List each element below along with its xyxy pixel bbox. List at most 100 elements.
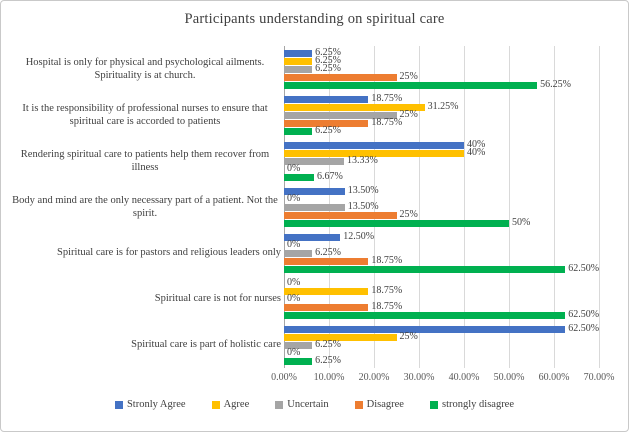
category-cell: Spiritual care is not for nurses (9, 276, 281, 322)
category-band: 0% 18.75% 0% 18.75% 62.50% (284, 276, 599, 322)
bar (284, 57, 313, 65)
category-cell: Spiritual care is part of holistic care (9, 322, 281, 368)
bar (284, 65, 313, 73)
bar-row: 6.25% (284, 248, 599, 258)
bar-row: 25% (284, 72, 599, 82)
bar-row: 18.75% (284, 93, 599, 104)
legend-label: Disagree (366, 399, 404, 410)
category-cell: Spiritual care is for pastors and religi… (9, 230, 281, 276)
category-band: 12.50% 0% 6.25% 18.75% 62.50% (284, 230, 599, 276)
bar-value-label: 40% (467, 147, 486, 158)
category-label: It is the responsibility of professional… (22, 102, 268, 127)
gridline (554, 46, 555, 368)
bar-value-label: 0% (287, 277, 301, 288)
bar-row: 6.25% (284, 355, 599, 366)
legend-swatch (211, 400, 220, 409)
bar (284, 257, 369, 265)
bar-value-label: 13.50% (347, 201, 379, 212)
legend-swatch (429, 400, 438, 409)
bar-value-label: 18.75% (371, 255, 403, 266)
legend-label: strongly disagree (441, 399, 515, 410)
bar (284, 333, 397, 341)
chart-title: Participants understanding on spiritual … (184, 11, 445, 27)
bar (284, 357, 313, 365)
bar-row: 0% (284, 239, 599, 250)
bar-value-label: 13.50% (347, 185, 379, 196)
category-band: 62.50% 25% 6.25% 0% 6.25% (284, 322, 599, 368)
bar-value-label: 0% (287, 193, 301, 204)
bar (284, 341, 313, 349)
bar (284, 203, 345, 211)
legend-item: Stronly Agree (114, 399, 186, 410)
bar-row: 0% (284, 277, 599, 288)
bar-value-label: 18.75% (371, 93, 403, 104)
legend-item: Agree (211, 399, 250, 410)
bar-value-label: 6.25% (315, 47, 341, 58)
bar (284, 249, 313, 257)
bar (284, 127, 313, 135)
x-tick-label: 0.00% (271, 372, 297, 383)
category-band: 13.50% 0% 13.50% 25% 50% (284, 184, 599, 230)
gridline (599, 46, 600, 368)
bar (284, 311, 566, 319)
bar (284, 111, 397, 119)
category-label: Body and mind are the only necessary par… (12, 194, 278, 219)
bar (284, 211, 397, 219)
bar-value-label: 12.50% (343, 231, 375, 242)
bar-value-label: 0% (287, 347, 301, 358)
plot-area: 6.25% 6.25% 6.25% 25% 56.25% 18.75% 31.25% 25% 1… (284, 46, 600, 368)
chart-body: Hospital is only for physical and psycho… (9, 46, 614, 384)
bar-value-label: 6.25% (315, 63, 341, 74)
bar (284, 157, 344, 165)
legend-label: Uncertain (287, 399, 329, 410)
bar-row: 62.50% (284, 263, 600, 274)
category-cell: Body and mind are the only necessary par… (9, 184, 281, 230)
category-band: 40% 40% 13.33% 0% 6.67% (284, 138, 599, 184)
bar (284, 81, 538, 89)
category-cell: Rendering spiritual care to patients hel… (9, 138, 281, 184)
category-cell: It is the responsibility of professional… (9, 92, 281, 138)
bar-value-label: 31.25% (427, 101, 459, 112)
bar-row: 6.25% (284, 63, 599, 74)
bar-row: 40% (284, 147, 599, 158)
bar-value-label: 6.25% (315, 55, 341, 66)
bar-value-label: 25% (399, 109, 418, 120)
bar-value-label: 18.75% (371, 117, 403, 128)
gridline (509, 46, 510, 368)
x-tick-label: 50.00% (493, 372, 525, 383)
bar-value-label: 0% (287, 239, 301, 250)
plot-wrap: 6.25% 6.25% 6.25% 25% 56.25% 18.75% 31.25% 25% 1… (271, 46, 614, 384)
category-label: Spiritual care is for pastors and religi… (57, 247, 281, 259)
legend-item: Disagree (354, 399, 404, 410)
bar-row: 13.50% (284, 185, 599, 196)
x-tick-label: 30.00% (403, 372, 435, 383)
bar-value-label: 6.25% (315, 125, 341, 136)
bar-row: 18.75% (284, 255, 599, 266)
bar-row: 13.50% (284, 201, 599, 212)
bar-value-label: 6.25% (315, 355, 341, 366)
bar-row: 12.50% (284, 231, 599, 242)
x-tick-label: 70.00% (583, 372, 615, 383)
category-label: Rendering spiritual care to patients hel… (20, 148, 270, 173)
gridline (419, 46, 420, 368)
bar-value-label: 62.50% (568, 263, 600, 274)
bar-value-label: 62.50% (568, 323, 600, 334)
bar-row: 50% (284, 218, 599, 228)
bar (284, 95, 369, 103)
bar-row: 6.25% (284, 47, 599, 58)
bar-value-label: 6.25% (315, 339, 341, 350)
bar (284, 141, 464, 149)
bar-row: 6.25% (284, 55, 599, 66)
legend-label: Agree (223, 399, 250, 410)
category-label: Hospital is only for physical and psycho… (25, 56, 265, 81)
gridline (374, 46, 375, 368)
x-tick-label: 60.00% (538, 372, 570, 383)
x-tick-label: 40.00% (448, 372, 480, 383)
bar-value-label: 25% (399, 331, 418, 342)
bar (284, 233, 341, 241)
x-tick-label: 10.00% (313, 372, 345, 383)
category-cell: Hospital is only for physical and psycho… (9, 46, 281, 92)
bar-row: 0% (284, 193, 599, 204)
bar-value-label: 18.75% (371, 285, 403, 296)
